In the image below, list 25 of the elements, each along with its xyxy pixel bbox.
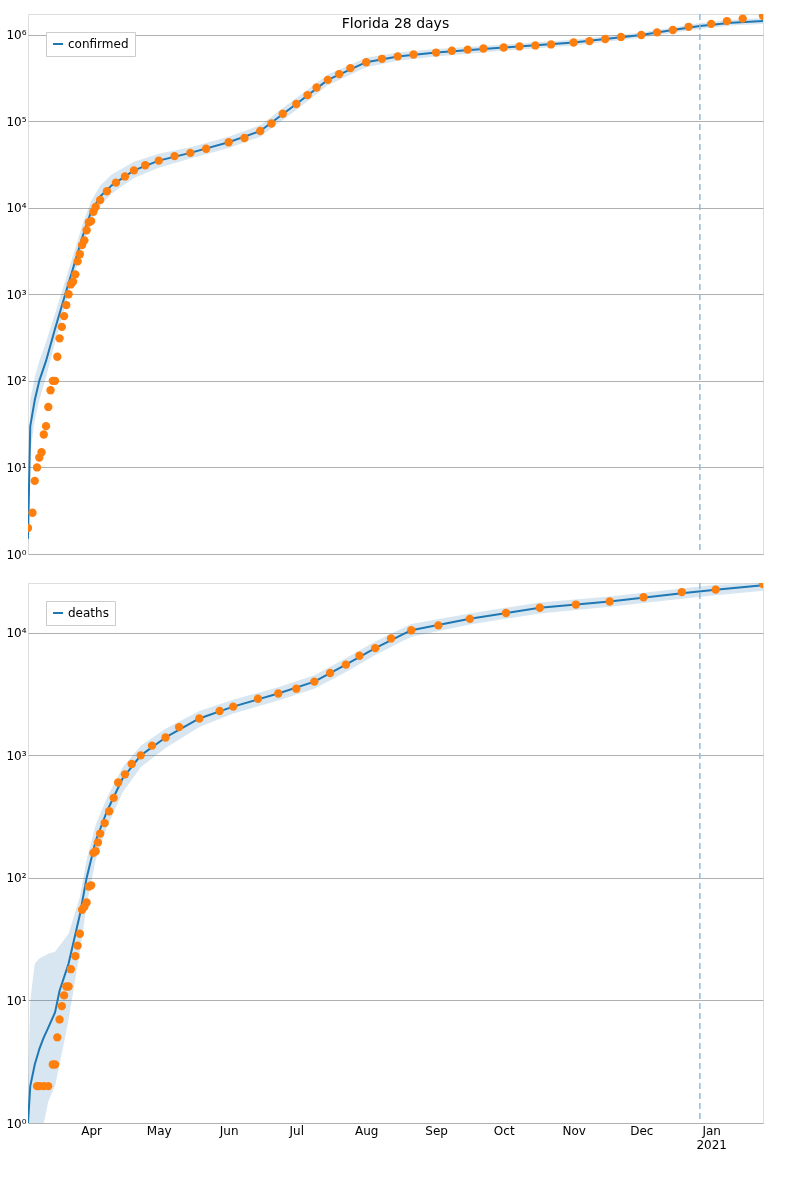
legend-label: deaths <box>68 606 109 620</box>
y-tick-label: 10⁰ <box>6 1116 27 1131</box>
legend-label: confirmed <box>68 37 129 51</box>
y-tick-label: 10² <box>6 871 27 886</box>
y-tick-label: 10⁵ <box>6 114 27 129</box>
x-tick-label: May <box>146 1123 172 1138</box>
y-tick-label: 10⁴ <box>6 201 27 216</box>
y-tick-label: 10³ <box>6 287 27 302</box>
y-tick-label: 10¹ <box>6 460 27 475</box>
x-tick-label: Sep <box>425 1123 448 1138</box>
x-tick-label: Dec <box>630 1123 654 1138</box>
x-tick-label: Oct <box>493 1123 515 1138</box>
y-tick-label: 10² <box>6 374 27 389</box>
y-tick-label: 10¹ <box>6 993 27 1008</box>
x-tick-label: Jan 2021 <box>696 1123 727 1152</box>
x-tick-label: Jul <box>288 1123 305 1138</box>
x-tick-label: Apr <box>81 1123 103 1138</box>
y-tick-label: 10³ <box>6 748 27 763</box>
x-tick-label: Aug <box>354 1123 379 1138</box>
y-tick-label: 10⁴ <box>6 626 27 641</box>
x-tick-label: Jun <box>218 1123 239 1138</box>
y-tick-label: 10⁶ <box>6 28 27 43</box>
y-tick-label: 10⁰ <box>6 547 27 562</box>
chart-title: Florida 28 days <box>341 15 450 32</box>
x-tick-label: Nov <box>562 1123 586 1138</box>
